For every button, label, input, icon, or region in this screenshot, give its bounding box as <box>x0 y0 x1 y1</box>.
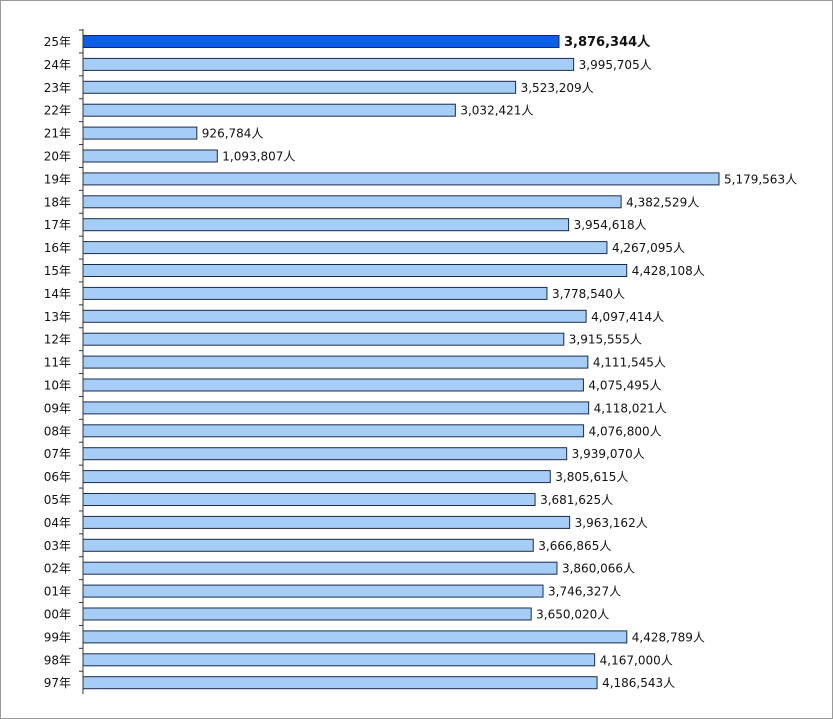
value-label-8: 3,954,618人 <box>574 218 647 232</box>
bar-7 <box>82 195 622 209</box>
value-label-11: 3,778,540人 <box>552 287 625 301</box>
category-label-25: 00年 <box>44 608 71 622</box>
value-label-5: 1,093,807人 <box>222 150 295 164</box>
bar-13 <box>82 332 565 346</box>
category-label-26: 99年 <box>44 630 71 644</box>
value-label-13: 3,915,555人 <box>569 333 642 347</box>
bar-9 <box>82 241 608 255</box>
bar-25 <box>82 607 532 621</box>
category-label-13: 12年 <box>44 333 71 347</box>
value-labels: 3,876,344人 3,995,705人 3,523,209人 3,032,421人… <box>202 34 797 690</box>
bar-12 <box>82 309 587 323</box>
category-label-5: 20年 <box>44 150 71 164</box>
bar-28 <box>82 676 598 690</box>
category-label-15: 10年 <box>44 379 71 393</box>
value-label-22: 3,666,865人 <box>538 539 611 553</box>
bar-18 <box>82 447 568 461</box>
value-label-17: 4,076,800人 <box>589 424 662 438</box>
bar-1 <box>82 57 575 71</box>
bar-17 <box>82 424 585 438</box>
category-label-16: 09年 <box>44 401 71 415</box>
value-label-26: 4,428,789人 <box>632 630 705 644</box>
value-label-28: 4,186,543人 <box>602 676 675 690</box>
bar-3 <box>82 103 456 117</box>
category-label-19: 06年 <box>44 470 71 484</box>
category-label-20: 05年 <box>44 493 71 507</box>
category-label-6: 19年 <box>44 172 71 186</box>
value-label-20: 3,681,625人 <box>540 493 613 507</box>
value-label-9: 4,267,095人 <box>612 241 685 255</box>
value-label-21: 3,963,162人 <box>575 516 648 530</box>
category-label-4: 21年 <box>44 127 71 141</box>
value-label-3: 3,032,421人 <box>460 104 533 118</box>
value-label-7: 4,382,529人 <box>626 195 699 209</box>
bar-6 <box>82 172 720 186</box>
bar-4 <box>82 126 198 140</box>
category-label-27: 98年 <box>44 653 71 667</box>
bar-23 <box>82 561 558 575</box>
bar-16 <box>82 401 590 415</box>
bar-10 <box>82 264 628 277</box>
category-label-24: 01年 <box>44 585 71 599</box>
category-label-0: 25年 <box>44 35 71 49</box>
value-label-1: 3,995,705人 <box>579 58 652 72</box>
category-label-22: 03年 <box>44 539 71 553</box>
bar-2 <box>82 80 517 94</box>
value-label-14: 4,111,545人 <box>593 356 666 370</box>
value-label-24: 3,746,327人 <box>548 585 621 599</box>
bar-11 <box>82 286 548 300</box>
bar-26 <box>82 630 628 644</box>
category-label-2: 23年 <box>44 81 71 95</box>
category-label-23: 02年 <box>44 562 71 576</box>
category-label-21: 04年 <box>44 516 71 530</box>
bar-22 <box>82 538 534 552</box>
value-label-12: 4,097,414人 <box>591 310 664 324</box>
value-label-18: 3,939,070人 <box>572 447 645 461</box>
value-label-10: 4,428,108人 <box>632 264 705 278</box>
bar-20 <box>82 493 536 506</box>
value-label-6: 5,179,563人 <box>724 172 797 186</box>
category-label-17: 08年 <box>44 424 71 438</box>
value-label-19: 3,805,615人 <box>555 470 628 484</box>
value-label-16: 4,118,021人 <box>594 401 667 415</box>
category-label-28: 97年 <box>44 676 71 690</box>
bar-27 <box>82 653 596 667</box>
value-label-15: 4,075,495人 <box>588 379 661 393</box>
category-label-14: 11年 <box>44 356 71 370</box>
bar-21 <box>82 515 571 529</box>
category-label-3: 22年 <box>44 104 71 118</box>
category-label-11: 14年 <box>44 287 71 301</box>
bar-5 <box>82 149 218 163</box>
bar-15 <box>82 378 584 392</box>
category-label-12: 13年 <box>44 310 71 324</box>
bar-8 <box>82 218 570 232</box>
value-label-4: 926,784人 <box>202 127 264 141</box>
category-label-8: 17年 <box>44 218 71 232</box>
bar-14 <box>82 355 589 369</box>
value-label-2: 3,523,209人 <box>521 81 594 95</box>
category-label-18: 07年 <box>44 447 71 461</box>
category-label-10: 15年 <box>44 264 71 278</box>
category-labels: 25年 24年 23年 22年 21年 20年 19年 18年 17年 16年 15年 14年 13年 1… <box>44 35 71 690</box>
bar-24 <box>82 584 544 598</box>
value-label-23: 3,860,066人 <box>562 562 635 576</box>
bar-0 <box>82 35 560 48</box>
category-label-7: 18年 <box>44 195 71 209</box>
category-label-1: 24年 <box>44 58 71 72</box>
value-label-0: 3,876,344人 <box>564 34 651 50</box>
value-label-27: 4,167,000人 <box>600 653 673 667</box>
bar-19 <box>82 470 551 484</box>
value-label-25: 3,650,020人 <box>536 608 609 622</box>
category-label-9: 16年 <box>44 241 71 255</box>
bars-layer <box>79 29 720 690</box>
